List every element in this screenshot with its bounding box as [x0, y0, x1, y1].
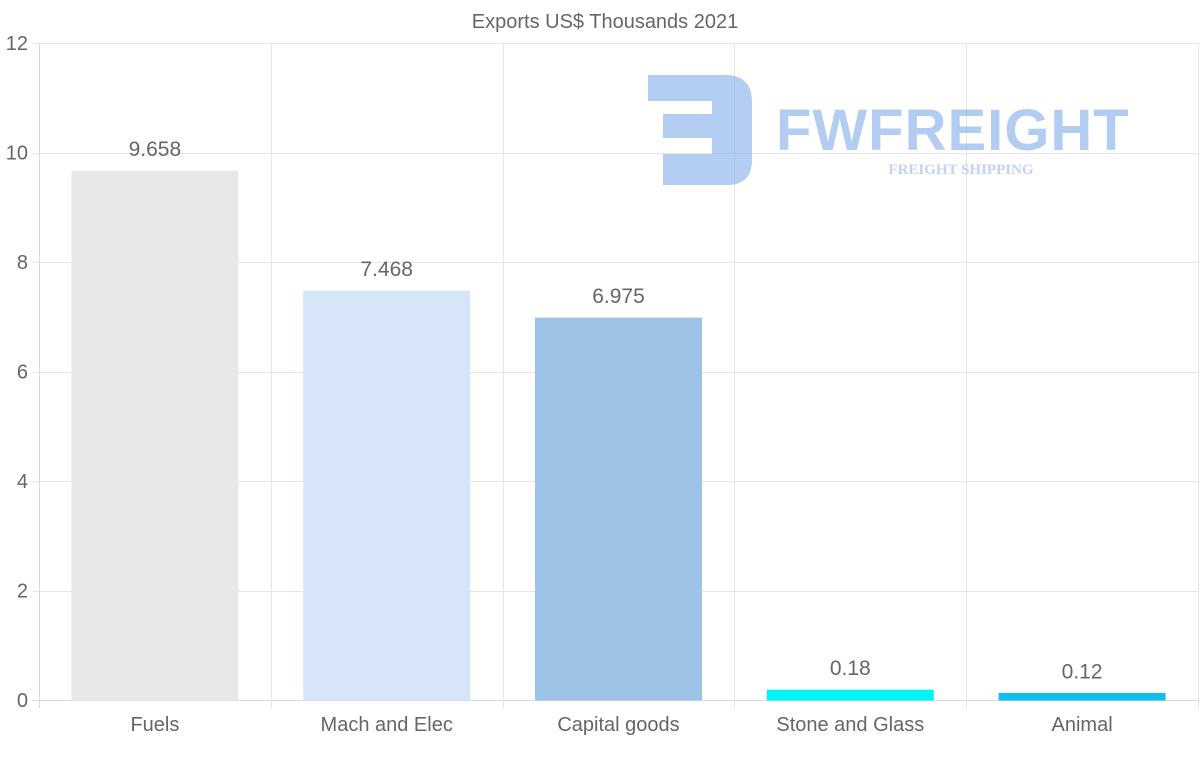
bar-value-label: 0.12: [1062, 660, 1103, 683]
bar-value-label: 6.975: [592, 285, 645, 308]
y-axis-ticks: 0 2 4 6 8 10 12: [6, 33, 28, 712]
y-tick-label: 4: [17, 471, 28, 493]
bar-value-label: 7.468: [360, 258, 413, 281]
x-tick-label: Mach and Elec: [321, 714, 453, 736]
y-tick-label: 0: [17, 690, 28, 712]
bar-value-label: 0.18: [830, 657, 871, 680]
fwfreight-logo-icon: [648, 75, 752, 185]
bars: [71, 170, 1166, 701]
x-axis-ticks: Fuels Mach and Elec Capital goods Stone and…: [130, 714, 1112, 736]
bar: [303, 290, 471, 701]
bar: [535, 317, 702, 701]
watermark-tagline: FREIGHT SHIPPING: [888, 162, 1033, 178]
x-tick-label: Capital goods: [557, 714, 679, 736]
y-tick-label: 2: [17, 581, 28, 603]
bar: [998, 692, 1166, 701]
bar: [766, 689, 934, 701]
x-tick-label: Animal: [1052, 714, 1113, 736]
x-tick-label: Stone and Glass: [776, 714, 924, 736]
bar: [71, 170, 239, 701]
data-labels: 9.658 7.468 6.975 0.18 0.12: [129, 138, 1103, 683]
chart-title: Exports US$ Thousands 2021: [472, 11, 738, 33]
bar-value-label: 9.658: [129, 138, 182, 161]
x-tick-label: Fuels: [130, 714, 179, 736]
y-tick-label: 10: [6, 143, 28, 165]
fwfreight-watermark: FWFREIGHT FREIGHT SHIPPING: [648, 75, 1130, 185]
y-tick-label: 12: [6, 33, 28, 55]
y-tick-label: 6: [17, 362, 28, 384]
watermark-brand: FWFREIGHT: [776, 98, 1130, 163]
y-tick-label: 8: [17, 252, 28, 274]
